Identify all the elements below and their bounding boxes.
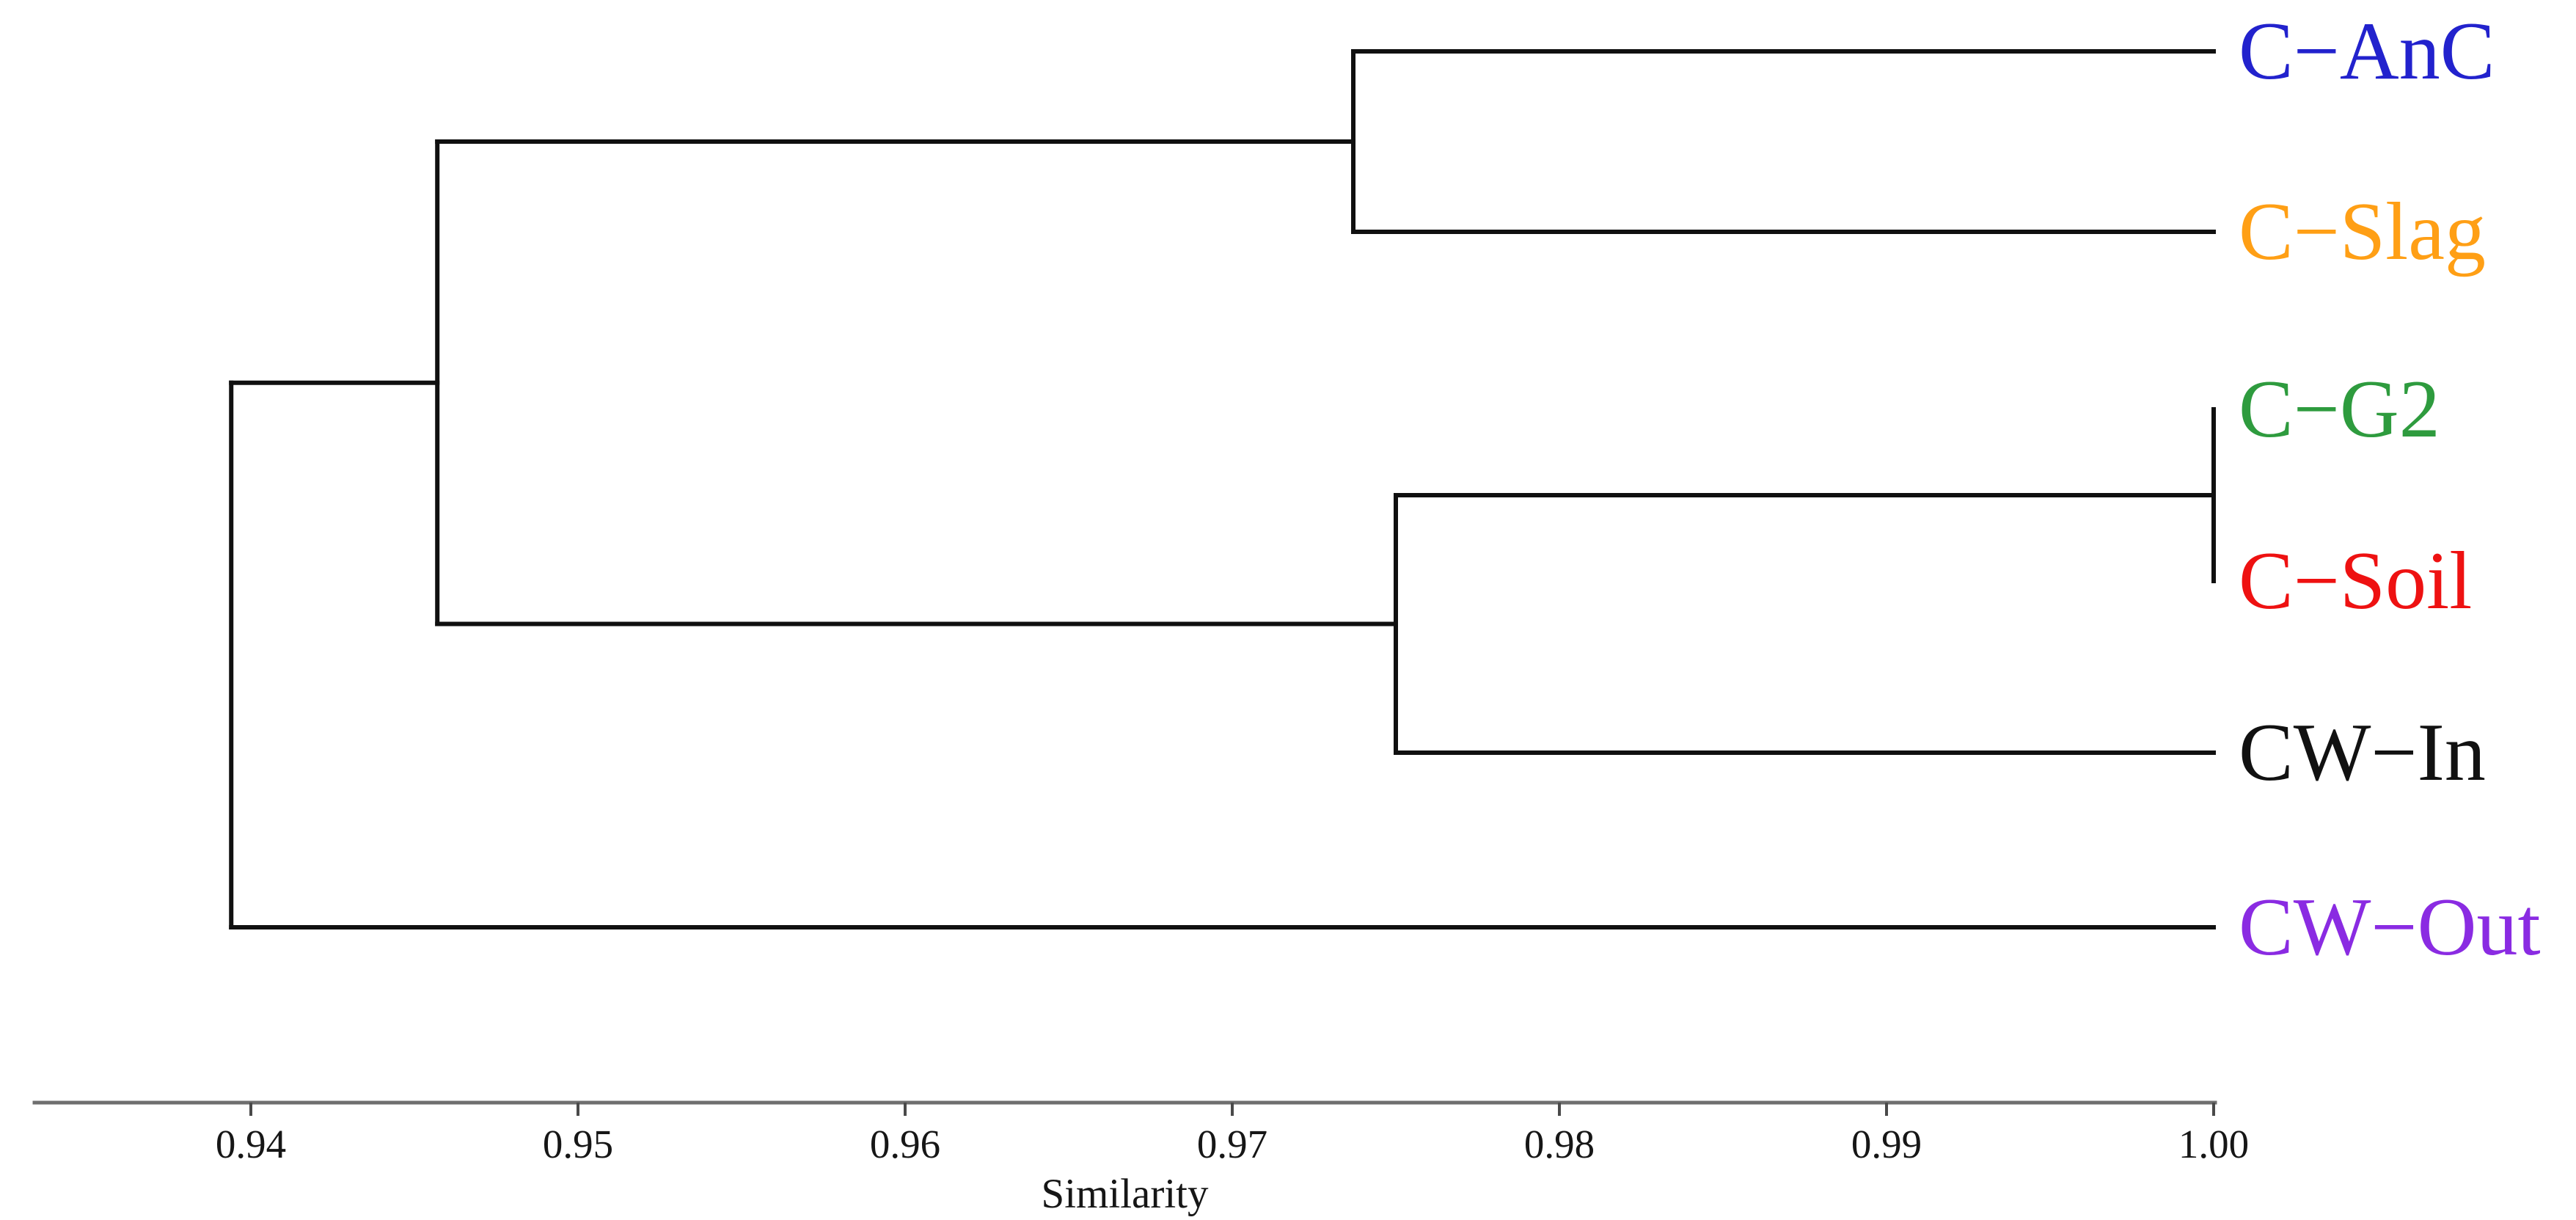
leaf-label-c-soil: C−Soil: [2239, 536, 2472, 627]
axis-tick-label: 0.96: [870, 1122, 940, 1166]
leaf-label-c-slag: C−Slag: [2239, 186, 2486, 277]
axis-tick-label: 1.00: [2178, 1122, 2249, 1166]
axis-tick-label: 0.95: [543, 1122, 613, 1166]
axis-title: Similarity: [1042, 1171, 1210, 1217]
axis-tick-label: 0.98: [1524, 1122, 1595, 1166]
leaf-label-cw-in: CW−In: [2239, 707, 2486, 798]
leaf-label-cw-out: CW−Out: [2239, 882, 2541, 973]
axis-tick-label: 0.94: [216, 1122, 286, 1166]
leaf-label-c-anc: C−AnC: [2239, 6, 2495, 97]
axis-tick-label: 0.99: [1851, 1122, 1922, 1166]
axis-tick-label: 0.97: [1197, 1122, 1267, 1166]
leaf-label-c-g2: C−G2: [2239, 364, 2440, 455]
